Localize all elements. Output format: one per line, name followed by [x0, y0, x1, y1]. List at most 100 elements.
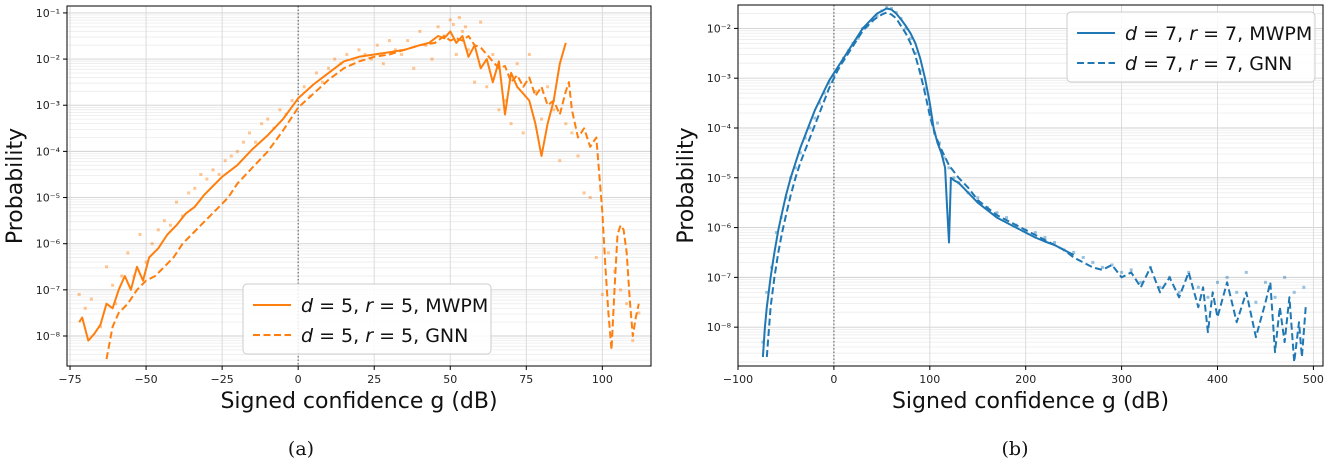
scatter-point [98, 325, 102, 329]
scatter-point [229, 154, 233, 158]
scatter-point [327, 66, 331, 70]
scatter-point [1033, 231, 1037, 235]
scatter-point [952, 176, 956, 180]
scatter-point [1005, 216, 1009, 220]
scatter-point [205, 177, 209, 181]
axes-frame [737, 4, 1324, 367]
scatter-point [77, 292, 81, 296]
scatter-point [278, 108, 282, 112]
scatter-point [217, 172, 221, 176]
scatter-point [193, 186, 197, 190]
scatter-point [1244, 270, 1248, 274]
scatter-point [150, 242, 154, 246]
scatter-point [1225, 275, 1229, 279]
y-tick-label: 10⁻⁶ [707, 222, 732, 235]
scatter-point [1302, 285, 1306, 289]
scatter-point [448, 18, 452, 22]
scatter-point [546, 85, 550, 89]
scatter-point [1129, 268, 1133, 272]
x-tick-label: 100 [919, 373, 940, 386]
chart-1: −75 −50 −25 0 25 50 75 100 10⁻⁸ 10⁻⁷ 10⁻⁶ 10⁻⁵ 10⁻⁴ 1… [3, 5, 652, 460]
scatter-point [168, 223, 172, 227]
x-tick-label: 75 [519, 373, 533, 386]
scatter-point [473, 80, 477, 84]
scatter-point [211, 168, 215, 172]
scatter-point [248, 131, 251, 135]
y-tick-label: 10⁻⁵ [36, 192, 60, 205]
scatter-point [509, 122, 513, 126]
scatter-point [521, 131, 525, 135]
y-tick-label: 10⁻⁷ [36, 284, 60, 297]
scatter-group-1 [77, 16, 641, 343]
x-axis-label: Signed confidence g (dB) [220, 389, 497, 414]
scatter-point [111, 283, 115, 287]
y-tick-label: 10⁻⁴ [707, 122, 732, 135]
scatter-point [120, 274, 124, 278]
scatter-point [1081, 255, 1085, 259]
scatter-point [436, 25, 440, 29]
scatter-point [1216, 280, 1220, 284]
x-tick-label: 400 [1207, 373, 1228, 386]
scatter-point [454, 52, 458, 56]
scatter-point [485, 85, 489, 89]
scatter-point [83, 306, 87, 310]
scatter-point [138, 232, 142, 236]
scatter-point [947, 166, 951, 170]
scatter-point [254, 140, 258, 144]
scatter-point [832, 74, 836, 78]
scatter-point [162, 219, 166, 223]
scatter-point [260, 122, 264, 126]
scatter-point [187, 191, 191, 195]
scatter-point [266, 117, 270, 121]
scatter-point [1120, 270, 1124, 274]
scatter-point [375, 43, 379, 47]
scatter-point [576, 154, 580, 158]
scatter-point [1196, 285, 1200, 289]
scatter-point [976, 196, 980, 200]
scatter-point [363, 52, 367, 56]
series-line-mwpm [761, 7, 1075, 358]
y-tick-label: 10⁻⁸ [707, 321, 732, 334]
scatter-point [942, 156, 946, 160]
scatter-point [552, 108, 556, 112]
scatter-point [457, 16, 461, 20]
scatter-point [588, 196, 592, 200]
y-axis-label: Probability [3, 128, 28, 244]
scatter-point [923, 86, 927, 90]
scatter-point [1273, 295, 1277, 299]
scatter-point [765, 290, 769, 294]
scatter-point [1110, 263, 1114, 267]
scatter-point [813, 116, 817, 120]
legend-label-1-1: d = 5, r = 5, MWPM [301, 295, 488, 317]
y-axis-label: Probability [674, 127, 699, 243]
subfigure-caption: (a) [288, 438, 314, 460]
x-tick-label: 300 [1111, 373, 1132, 386]
scatter-point [818, 101, 822, 105]
x-tick-label: 50 [443, 373, 457, 386]
x-tick-label: 200 [1015, 373, 1036, 386]
scatter-point [594, 256, 598, 260]
scatter-point [412, 66, 416, 70]
scatter-point [156, 228, 160, 232]
y-tick-label: 10⁻² [707, 22, 731, 35]
scatter-point [582, 191, 586, 195]
scatter-point [570, 131, 574, 135]
scatter-point [479, 20, 483, 24]
scatter-point [1283, 275, 1287, 279]
scatter-point [241, 140, 245, 144]
scatter-point [885, 5, 889, 9]
scatter-point [889, 6, 893, 10]
scatter-point [1263, 280, 1267, 284]
series-line-gnn [765, 11, 1307, 363]
scatter-point [467, 48, 470, 52]
scatter-point [856, 36, 860, 40]
scatter-point [1139, 280, 1143, 284]
scatter-point [406, 39, 410, 43]
scatter-point [1100, 265, 1104, 269]
scatter-point [1187, 270, 1191, 274]
scatter-point [503, 99, 507, 103]
scatter-point [460, 29, 464, 33]
y-tick-label: 10⁻³ [36, 99, 60, 112]
legend-box [1066, 11, 1316, 83]
